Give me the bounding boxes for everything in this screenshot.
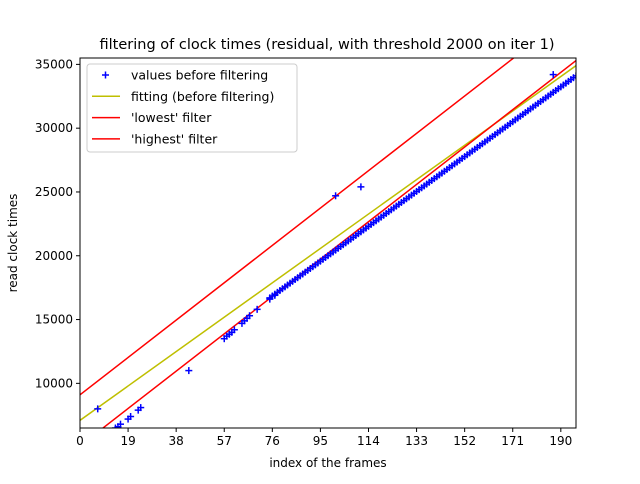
x-tick-label: 76 — [265, 434, 280, 448]
x-tick-label: 190 — [549, 434, 572, 448]
series-line-3 — [80, 58, 515, 396]
y-tick-label: 35000 — [35, 57, 73, 71]
plot-frame — [79, 57, 577, 429]
legend-entry-2: 'lowest' filter — [92, 110, 212, 125]
legend: values before filtering fitting (before f… — [86, 63, 298, 153]
x-tick-label: 0 — [76, 434, 84, 448]
x-tick-label: 171 — [501, 434, 524, 448]
data-point — [116, 420, 124, 428]
series-points — [94, 71, 576, 428]
y-axis: 10000 15000 20000 25000 30000 35000 — [35, 57, 80, 390]
legend-label: 'highest' filter — [131, 131, 218, 146]
data-point — [332, 192, 340, 200]
data-point — [185, 367, 193, 375]
legend-box — [86, 63, 298, 153]
legend-label: 'lowest' filter — [131, 110, 212, 125]
data-point — [137, 404, 145, 412]
y-tick-label: 20000 — [35, 249, 73, 263]
data-point — [357, 183, 365, 191]
y-tick-label: 25000 — [35, 185, 73, 199]
data-point — [230, 326, 238, 334]
x-axis: 0 19 38 57 76 95 114 133 152 171 190 — [76, 428, 572, 448]
y-tick-label: 10000 — [35, 376, 73, 390]
y-tick-label: 30000 — [35, 121, 73, 135]
legend-marker — [102, 71, 109, 79]
x-tick-label: 38 — [169, 434, 184, 448]
chart-title: filtering of clock times (residual, with… — [100, 37, 555, 53]
legend-entry-3: 'highest' filter — [92, 131, 218, 146]
data-point — [127, 413, 135, 421]
legend-entry-1: fitting (before filtering) — [92, 89, 274, 104]
x-tick-label: 152 — [453, 434, 476, 448]
x-tick-label: 19 — [120, 434, 135, 448]
data-point — [549, 71, 557, 79]
x-tick-label: 114 — [357, 434, 380, 448]
legend-label: values before filtering — [131, 68, 268, 83]
x-tick-label: 133 — [405, 434, 428, 448]
data-point — [94, 405, 102, 413]
plot-area — [80, 58, 576, 428]
data-point — [246, 312, 254, 320]
data-point — [572, 72, 576, 80]
y-tick-label: 15000 — [35, 313, 73, 327]
data-point — [111, 424, 119, 428]
x-tick-label: 95 — [313, 434, 328, 448]
x-tick-label: 57 — [217, 434, 232, 448]
legend-label: fitting (before filtering) — [131, 89, 274, 104]
data-point — [253, 305, 261, 313]
x-axis-label: index of the frames — [269, 456, 386, 470]
y-axis-label: read clock times — [6, 194, 20, 293]
legend-entry-0: values before filtering — [102, 68, 268, 83]
